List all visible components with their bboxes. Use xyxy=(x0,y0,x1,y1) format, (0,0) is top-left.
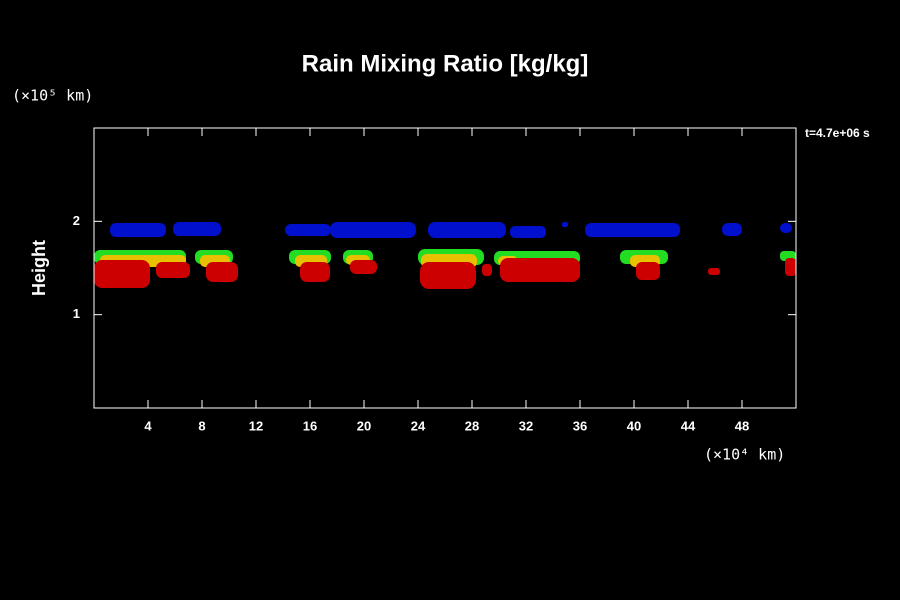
x-tick-label: 44 xyxy=(681,418,696,433)
plot-frame xyxy=(93,127,797,409)
x-tick-label: 4 xyxy=(144,418,152,433)
contour-field xyxy=(94,222,796,289)
y-unit: (×10⁵ km) xyxy=(12,87,93,105)
x-tick-label: 36 xyxy=(573,418,587,433)
x-tick-label: 28 xyxy=(465,418,479,433)
y-axis-title: Height xyxy=(29,240,49,296)
x-tick-label: 16 xyxy=(303,418,317,433)
x-tick-label: 48 xyxy=(735,418,749,433)
x-unit: (×10⁴ km) xyxy=(704,446,785,464)
y-tick-label: 1 xyxy=(73,306,80,321)
x-tick-label: 24 xyxy=(411,418,426,433)
x-tick-label: 40 xyxy=(627,418,641,433)
x-tick-label: 12 xyxy=(249,418,263,433)
contour-blue xyxy=(110,222,792,238)
x-tick-label: 32 xyxy=(519,418,533,433)
x-tick-label: 20 xyxy=(357,418,371,433)
contour-red xyxy=(94,258,796,289)
y-tick-label: 2 xyxy=(73,213,80,228)
x-tick-label: 8 xyxy=(198,418,205,433)
chart-title: Rain Mixing Ratio [kg/kg] xyxy=(302,50,589,77)
annotation: t=4.7e+06 s xyxy=(805,126,870,140)
